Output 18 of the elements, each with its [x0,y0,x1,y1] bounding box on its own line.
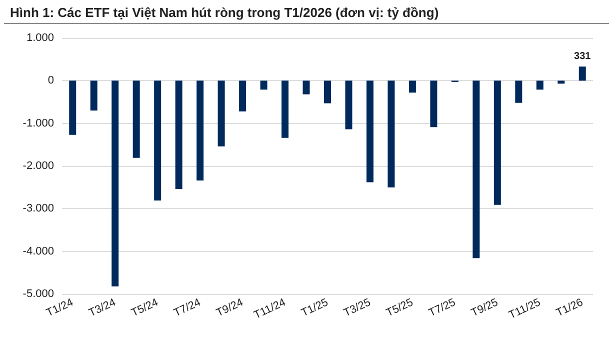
y-tick-label: -1.000 [22,117,54,130]
y-tick-label: -3.000 [22,202,54,215]
y-tick-label: 0 [48,74,54,87]
x-tick-label: T1/25 [300,296,330,320]
x-tick-label: T9/24 [214,296,246,320]
data-label: 331 [574,51,592,62]
x-tick-label: T7/25 [426,296,458,320]
x-tick-label: T1/26 [554,296,585,320]
x-tick-label: T3/24 [87,296,118,320]
chart-title: Hình 1: Các ETF tại Việt Nam hút ròng trong T1/2026 (đơn vị: tỷ đồng) [4,0,609,24]
x-tick-label: T5/25 [384,296,415,320]
x-tick-label: T7/24 [172,296,203,320]
x-tick-label: T9/25 [469,296,500,320]
y-tick-label: -2.000 [22,160,54,172]
y-tick-label: -4.000 [22,245,54,258]
x-tick-label: T5/24 [130,296,160,320]
x-tick-label: T3/25 [342,296,373,320]
y-tick-label: 1.000 [26,32,54,44]
